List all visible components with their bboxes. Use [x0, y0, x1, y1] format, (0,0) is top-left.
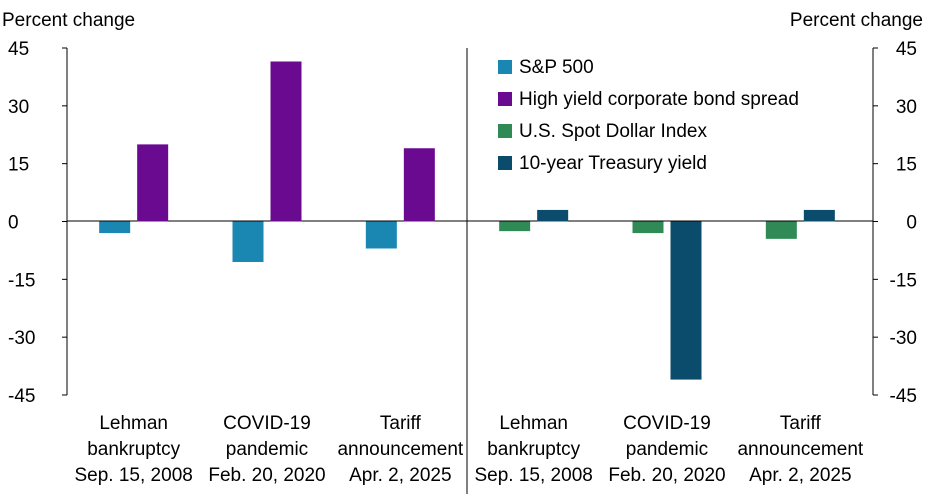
bar-high-yield-corporate-bond-spread — [137, 144, 169, 222]
legend-swatch — [498, 156, 512, 170]
category-label: announcement — [337, 439, 463, 460]
bar-high-yield-corporate-bond-spread — [270, 61, 302, 222]
category-label: COVID-19 — [223, 413, 311, 434]
right-tick-label: 30 — [896, 97, 917, 118]
legend-swatch — [498, 92, 512, 106]
category-label: Apr. 2, 2025 — [349, 465, 451, 486]
category-label: Lehman — [99, 413, 168, 434]
y-axis-title-right: Percent change — [790, 10, 923, 31]
right-tick-label: 0 — [906, 213, 917, 234]
right-tick-label: -30 — [890, 328, 917, 349]
left-tick-label: -15 — [8, 270, 35, 291]
category-label: pandemic — [226, 439, 308, 460]
right-tick-label: 45 — [896, 39, 917, 60]
bar-u-s-spot-dollar-index — [632, 221, 664, 234]
right-tick-label: -15 — [890, 270, 917, 291]
bar-10-year-treasury-yield — [803, 209, 835, 222]
bar-s-p-500 — [232, 221, 264, 262]
category-label: bankruptcy — [487, 439, 580, 460]
category-label: bankruptcy — [87, 439, 180, 460]
bar-10-year-treasury-yield — [670, 221, 702, 380]
legend-swatch — [498, 124, 512, 138]
category-label: Apr. 2, 2025 — [749, 465, 851, 486]
left-tick-label: 15 — [8, 155, 29, 176]
left-tick-label: -30 — [8, 328, 35, 349]
left-tick-label: 0 — [8, 213, 19, 234]
bar-10-year-treasury-yield — [537, 209, 569, 222]
right-y-ticks: 45 30 15 0 -15 -30 -45 — [873, 39, 917, 407]
bar-u-s-spot-dollar-index — [499, 221, 531, 232]
bar-s-p-500 — [99, 221, 131, 234]
y-axis-title-left: Percent change — [2, 10, 135, 31]
category-label: pandemic — [626, 439, 708, 460]
legend-label: 10-year Treasury yield — [519, 153, 707, 174]
category-label: Lehman — [499, 413, 568, 434]
category-label: Feb. 20, 2020 — [208, 465, 325, 486]
legend-label: U.S. Spot Dollar Index — [519, 121, 707, 142]
category-label: Sep. 15, 2008 — [75, 465, 193, 486]
category-label: COVID-19 — [623, 413, 711, 434]
left-tick-label: 30 — [8, 97, 29, 118]
legend-label: S&P 500 — [519, 57, 594, 78]
left-y-ticks: 45 30 15 0 -15 -30 -45 — [8, 39, 67, 407]
bar-s-p-500 — [365, 221, 397, 249]
category-label: Feb. 20, 2020 — [608, 465, 725, 486]
legend-swatch — [498, 60, 512, 74]
bars — [99, 61, 835, 380]
right-tick-label: 15 — [896, 155, 917, 176]
right-tick-label: -45 — [890, 386, 917, 407]
category-label: Tariff — [380, 413, 422, 434]
category-labels: Lehman bankruptcy Sep. 15, 2008 COVID-19 pan… — [75, 413, 864, 486]
bar-u-s-spot-dollar-index — [765, 221, 797, 239]
legend-label: High yield corporate bond spread — [519, 89, 799, 110]
bar-high-yield-corporate-bond-spread — [403, 148, 435, 222]
left-tick-label: 45 — [8, 39, 29, 60]
category-label: Tariff — [780, 413, 822, 434]
legend: S&P 500 High yield corporate bond spread U… — [498, 57, 799, 174]
left-tick-label: -45 — [8, 386, 35, 407]
category-label: Sep. 15, 2008 — [475, 465, 593, 486]
category-label: announcement — [737, 439, 863, 460]
